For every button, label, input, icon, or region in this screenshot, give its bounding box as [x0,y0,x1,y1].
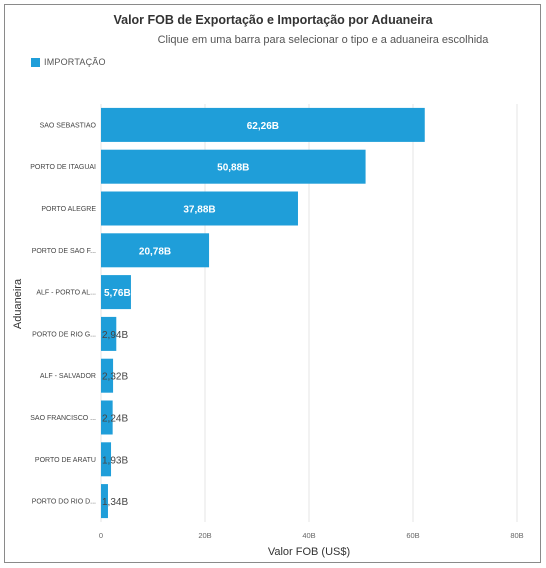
category-label: SAO SEBASTIAO [40,122,97,129]
bar[interactable] [101,191,298,226]
legend-label: IMPORTAÇÃO [44,57,106,67]
bar[interactable] [101,400,113,435]
bar[interactable] [101,233,210,268]
bar[interactable] [101,484,108,519]
category-label: PORTO DE SAO F... [32,248,96,255]
category-label: ALF - PORTO AL... [36,290,96,297]
x-tick-label: 80B [510,531,523,540]
data-label: 20,78B [139,246,171,257]
data-label: 37,88B [183,205,215,216]
chart-subtitle: Clique em uma barra para selecionar o ti… [157,34,489,46]
category-label: ALF - SALVADOR [40,373,96,380]
category-label: SAO FRANCISCO ... [30,415,96,422]
data-label: 5,76B [104,288,131,299]
x-axis-label: Valor FOB (US$) [268,546,350,558]
y-axis-label: Aduaneira [12,278,24,329]
data-label: 2,32B [102,372,128,383]
data-label: 2,24B [102,414,128,425]
category-labels: SAO SEBASTIAO PORTO DE ITAGUAI PORTO ALEGR… [30,122,96,505]
data-label: 62,26B [247,121,279,132]
value-labels: 62,26B 50,88B 37,88B 20,78B 5,76B 2,94B 2,32B 2… [102,121,279,508]
legend[interactable]: IMPORTAÇÃO [31,57,106,67]
x-tick-label: 0 [99,531,103,540]
category-label: PORTO DE ARATU [35,457,96,464]
category-label: PORTO DE RIO G... [32,331,96,338]
data-label: 2,94B [102,330,128,341]
bars [101,107,425,519]
x-tick-label: 60B [406,531,419,540]
data-label: 1,93B [102,455,128,466]
category-label: PORTO DE ITAGUAI [30,164,96,171]
bar[interactable] [101,358,114,393]
x-tick-labels: 0 20B 40B 60B 80B [99,531,524,540]
category-label: PORTO ALEGRE [41,206,96,213]
chart-frame [4,4,541,563]
x-tick-label: 20B [198,531,211,540]
bar[interactable] [101,107,425,142]
bar[interactable] [101,275,131,310]
chart-title: Valor FOB de Exportação e Importação por… [113,13,433,27]
x-tick-label: 40B [302,531,315,540]
bar[interactable] [101,442,112,477]
data-label: 50,88B [217,163,249,174]
bar[interactable] [101,316,117,351]
data-label: 1,34B [102,497,128,508]
category-label: PORTO DO RIO D... [32,499,96,506]
bar[interactable] [101,149,366,184]
legend-swatch [31,57,40,67]
